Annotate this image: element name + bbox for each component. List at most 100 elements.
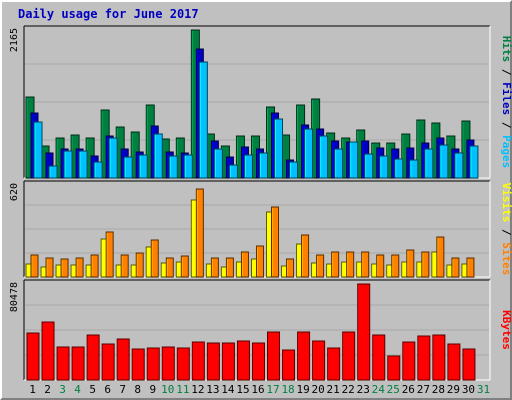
bar-pages-day-18 [289,161,299,179]
x-tick-label-day-13: 13 [206,383,219,396]
bar-sites-day-5 [90,254,99,278]
bar-sites-day-17 [271,206,280,278]
bar-pages-day-20 [319,135,329,179]
right-legend-middle: Visits / Sites [500,183,512,276]
bar-kbytes-day-13 [206,342,220,381]
bar-sites-day-27 [421,251,430,278]
bar-sites-day-11 [180,255,189,278]
legend-entry-hits: Hits [500,36,512,63]
bar-sites-day-13 [210,257,219,278]
x-tick-label-day-10: 10 [161,383,174,396]
bar-pages-day-13 [213,148,223,179]
bar-pages-day-8 [138,154,148,179]
bar-pages-day-9 [153,133,163,179]
bar-kbytes-day-18 [282,349,296,381]
bar-pages-day-24 [379,155,389,179]
legend-entry-separator: / [500,62,512,82]
x-tick-label-day-26: 26 [402,383,415,396]
bar-pages-day-17 [274,118,284,179]
bar-pages-day-26 [409,159,419,179]
bar-sites-day-8 [135,252,144,278]
panel-visits_sites-ymax-label: 620 [9,183,20,201]
bar-kbytes-day-29 [447,343,461,381]
x-tick-label-day-29: 29 [447,383,460,396]
bar-kbytes-day-9 [146,347,160,381]
x-tick-label-day-6: 6 [104,383,111,396]
bar-sites-day-16 [255,245,264,278]
bar-pages-day-21 [334,148,344,179]
x-tick-label-day-18: 18 [281,383,294,396]
x-tick-label-day-20: 20 [312,383,325,396]
bar-sites-day-24 [376,254,385,278]
bar-kbytes-day-14 [221,342,235,381]
x-tick-label-day-28: 28 [432,383,445,396]
x-tick-label-day-16: 16 [251,383,264,396]
bar-kbytes-day-11 [176,347,190,381]
x-tick-label-day-7: 7 [119,383,126,396]
bar-sites-day-21 [331,251,340,278]
bar-sites-day-10 [165,257,174,278]
bar-sites-day-3 [60,258,69,278]
legend-entry-visits: Visits [500,183,512,223]
legend-entry-pages: Pages [500,135,512,168]
x-tick-label-day-1: 1 [29,383,36,396]
x-tick-label-day-19: 19 [296,383,309,396]
bar-kbytes-day-6 [101,343,115,381]
bar-kbytes-day-30 [462,348,476,381]
bar-kbytes-day-3 [56,346,70,381]
bar-pages-day-30 [469,145,479,179]
bar-pages-day-22 [349,141,359,179]
legend-entry-files: Files [500,82,512,115]
bar-pages-day-6 [108,137,118,179]
bar-kbytes-day-28 [432,334,446,381]
bar-pages-day-3 [63,150,73,179]
bar-pages-day-1 [33,121,43,179]
bar-kbytes-day-22 [342,331,356,381]
panel-kbytes-ymax-label: 80478 [9,282,20,312]
bar-sites-day-30 [466,257,475,278]
legend-entry-kbytes: KBytes [500,310,512,350]
bar-pages-day-5 [93,161,103,179]
bar-pages-day-12 [198,61,208,179]
bar-pages-day-4 [78,150,88,179]
bar-pages-day-15 [243,154,253,179]
x-tick-label-day-25: 25 [387,383,400,396]
bar-kbytes-day-1 [26,332,40,381]
x-tick-label-day-17: 17 [266,383,279,396]
x-tick-label-day-30: 30 [462,383,475,396]
bar-sites-day-19 [301,234,310,278]
bar-sites-day-22 [346,251,355,278]
bar-kbytes-day-8 [131,348,145,381]
bar-kbytes-day-27 [417,335,431,381]
bar-pages-day-19 [304,128,314,179]
x-tick-label-day-11: 11 [176,383,189,396]
x-tick-label-day-12: 12 [191,383,204,396]
bar-pages-day-27 [424,148,434,179]
x-tick-label-day-15: 15 [236,383,249,396]
bar-kbytes-day-16 [251,342,265,381]
bar-kbytes-day-12 [191,341,205,381]
bar-sites-day-2 [45,257,54,278]
bar-sites-day-23 [361,251,370,278]
x-tick-label-day-9: 9 [149,383,156,396]
panel-hits_files_pages-ymax-label: 2165 [9,28,20,52]
x-tick-label-day-24: 24 [372,383,386,396]
x-tick-label-day-8: 8 [134,383,141,396]
bar-pages-day-25 [394,158,404,179]
bar-kbytes-day-15 [236,340,250,381]
legend-entry-separator: / [500,115,512,135]
bar-sites-day-15 [240,251,249,278]
bar-kbytes-day-17 [267,331,281,381]
bar-sites-day-7 [120,254,129,278]
bar-pages-day-7 [123,156,133,179]
bar-sites-day-26 [406,249,415,278]
bar-kbytes-day-26 [402,341,416,381]
bar-sites-day-4 [75,257,84,278]
bar-kbytes-day-5 [86,334,100,381]
legend-entry-sites: Sites [500,242,512,275]
x-tick-label-day-5: 5 [89,383,96,396]
bar-sites-day-1 [30,254,39,278]
bar-kbytes-day-20 [312,340,326,381]
